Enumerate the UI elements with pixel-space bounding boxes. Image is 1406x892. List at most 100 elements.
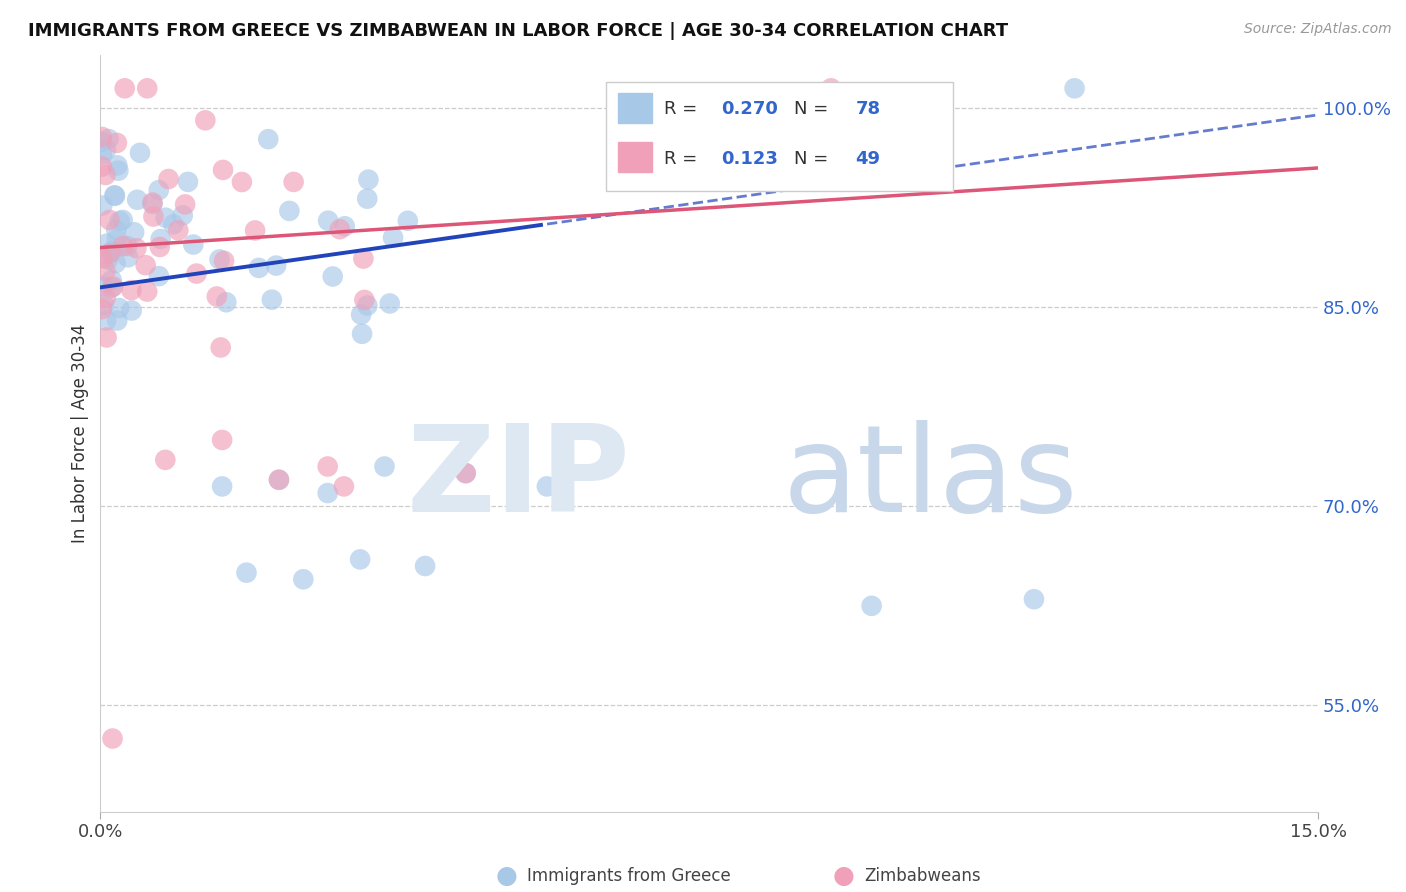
- Point: [91, 135, 114, 149]
- Y-axis label: In Labor Force | Age 30-34: In Labor Force | Age 30-34: [72, 324, 89, 543]
- Point: [111, 213, 134, 227]
- Point: [105, 223, 128, 237]
- Text: R =: R =: [664, 150, 703, 168]
- Point: [148, 183, 170, 197]
- Point: [91, 130, 114, 145]
- Point: [96, 313, 118, 327]
- Text: ZIP: ZIP: [406, 420, 630, 537]
- Point: [105, 158, 128, 172]
- Point: [136, 285, 159, 299]
- Point: [101, 279, 124, 293]
- Bar: [617, 142, 652, 172]
- Point: [101, 731, 124, 746]
- Point: [127, 193, 149, 207]
- Point: [114, 81, 136, 95]
- Point: [162, 217, 184, 231]
- Point: [316, 459, 339, 474]
- Point: [98, 213, 121, 227]
- Point: [267, 473, 290, 487]
- Point: [91, 302, 114, 317]
- Point: [167, 223, 190, 237]
- Text: 0.270: 0.270: [721, 100, 779, 118]
- Point: [860, 599, 883, 613]
- Point: [243, 223, 266, 237]
- Point: [108, 214, 131, 228]
- Point: [100, 273, 122, 287]
- Point: [356, 192, 378, 206]
- Text: ●: ●: [495, 864, 517, 888]
- Text: ●: ●: [832, 864, 855, 888]
- Point: [356, 298, 378, 312]
- Text: atlas: atlas: [782, 420, 1078, 537]
- Point: [413, 559, 436, 574]
- Point: [96, 330, 118, 344]
- Point: [98, 246, 121, 260]
- Point: [117, 250, 139, 264]
- Point: [454, 466, 477, 480]
- Point: [247, 260, 270, 275]
- Point: [292, 572, 315, 586]
- Point: [208, 252, 231, 267]
- Point: [373, 459, 395, 474]
- Point: [120, 283, 142, 297]
- Point: [155, 453, 177, 467]
- Point: [136, 81, 159, 95]
- Point: [278, 203, 301, 218]
- Point: [257, 132, 280, 146]
- Bar: [617, 93, 652, 123]
- Point: [352, 252, 374, 266]
- Text: R =: R =: [664, 100, 703, 118]
- Point: [177, 175, 200, 189]
- Point: [117, 239, 139, 253]
- Point: [91, 198, 114, 212]
- Point: [283, 175, 305, 189]
- Point: [121, 303, 143, 318]
- Point: [181, 237, 204, 252]
- Point: [194, 113, 217, 128]
- Point: [94, 143, 117, 157]
- Point: [205, 289, 228, 303]
- Point: [350, 308, 373, 322]
- Point: [536, 479, 558, 493]
- Point: [108, 301, 131, 315]
- Point: [211, 433, 233, 447]
- Point: [103, 188, 125, 202]
- Point: [135, 258, 157, 272]
- Text: IMMIGRANTS FROM GREECE VS ZIMBABWEAN IN LABOR FORCE | AGE 30-34 CORRELATION CHAR: IMMIGRANTS FROM GREECE VS ZIMBABWEAN IN …: [28, 22, 1008, 40]
- Point: [96, 236, 118, 251]
- Text: Immigrants from Greece: Immigrants from Greece: [527, 867, 731, 885]
- Point: [316, 213, 339, 227]
- Point: [141, 195, 163, 210]
- Text: Zimbabweans: Zimbabweans: [865, 867, 981, 885]
- Point: [322, 269, 344, 284]
- Point: [105, 233, 128, 247]
- Point: [157, 172, 180, 186]
- FancyBboxPatch shape: [606, 81, 953, 191]
- Point: [104, 256, 127, 270]
- Point: [352, 326, 374, 341]
- Point: [333, 479, 356, 493]
- Point: [212, 253, 235, 268]
- Point: [174, 197, 197, 211]
- Point: [101, 244, 124, 259]
- Point: [396, 214, 419, 228]
- Point: [104, 189, 127, 203]
- Point: [94, 291, 117, 305]
- Point: [91, 160, 114, 174]
- Point: [149, 240, 172, 254]
- Point: [186, 267, 208, 281]
- Point: [353, 293, 375, 307]
- Point: [235, 566, 257, 580]
- Point: [149, 232, 172, 246]
- Point: [111, 239, 134, 253]
- Point: [91, 278, 114, 293]
- Point: [129, 145, 152, 160]
- Text: N =: N =: [794, 150, 835, 168]
- Text: 0.123: 0.123: [721, 150, 779, 168]
- Point: [97, 252, 120, 267]
- Point: [378, 296, 401, 310]
- Point: [141, 197, 163, 211]
- Point: [349, 552, 371, 566]
- Point: [329, 222, 352, 236]
- Point: [122, 225, 145, 239]
